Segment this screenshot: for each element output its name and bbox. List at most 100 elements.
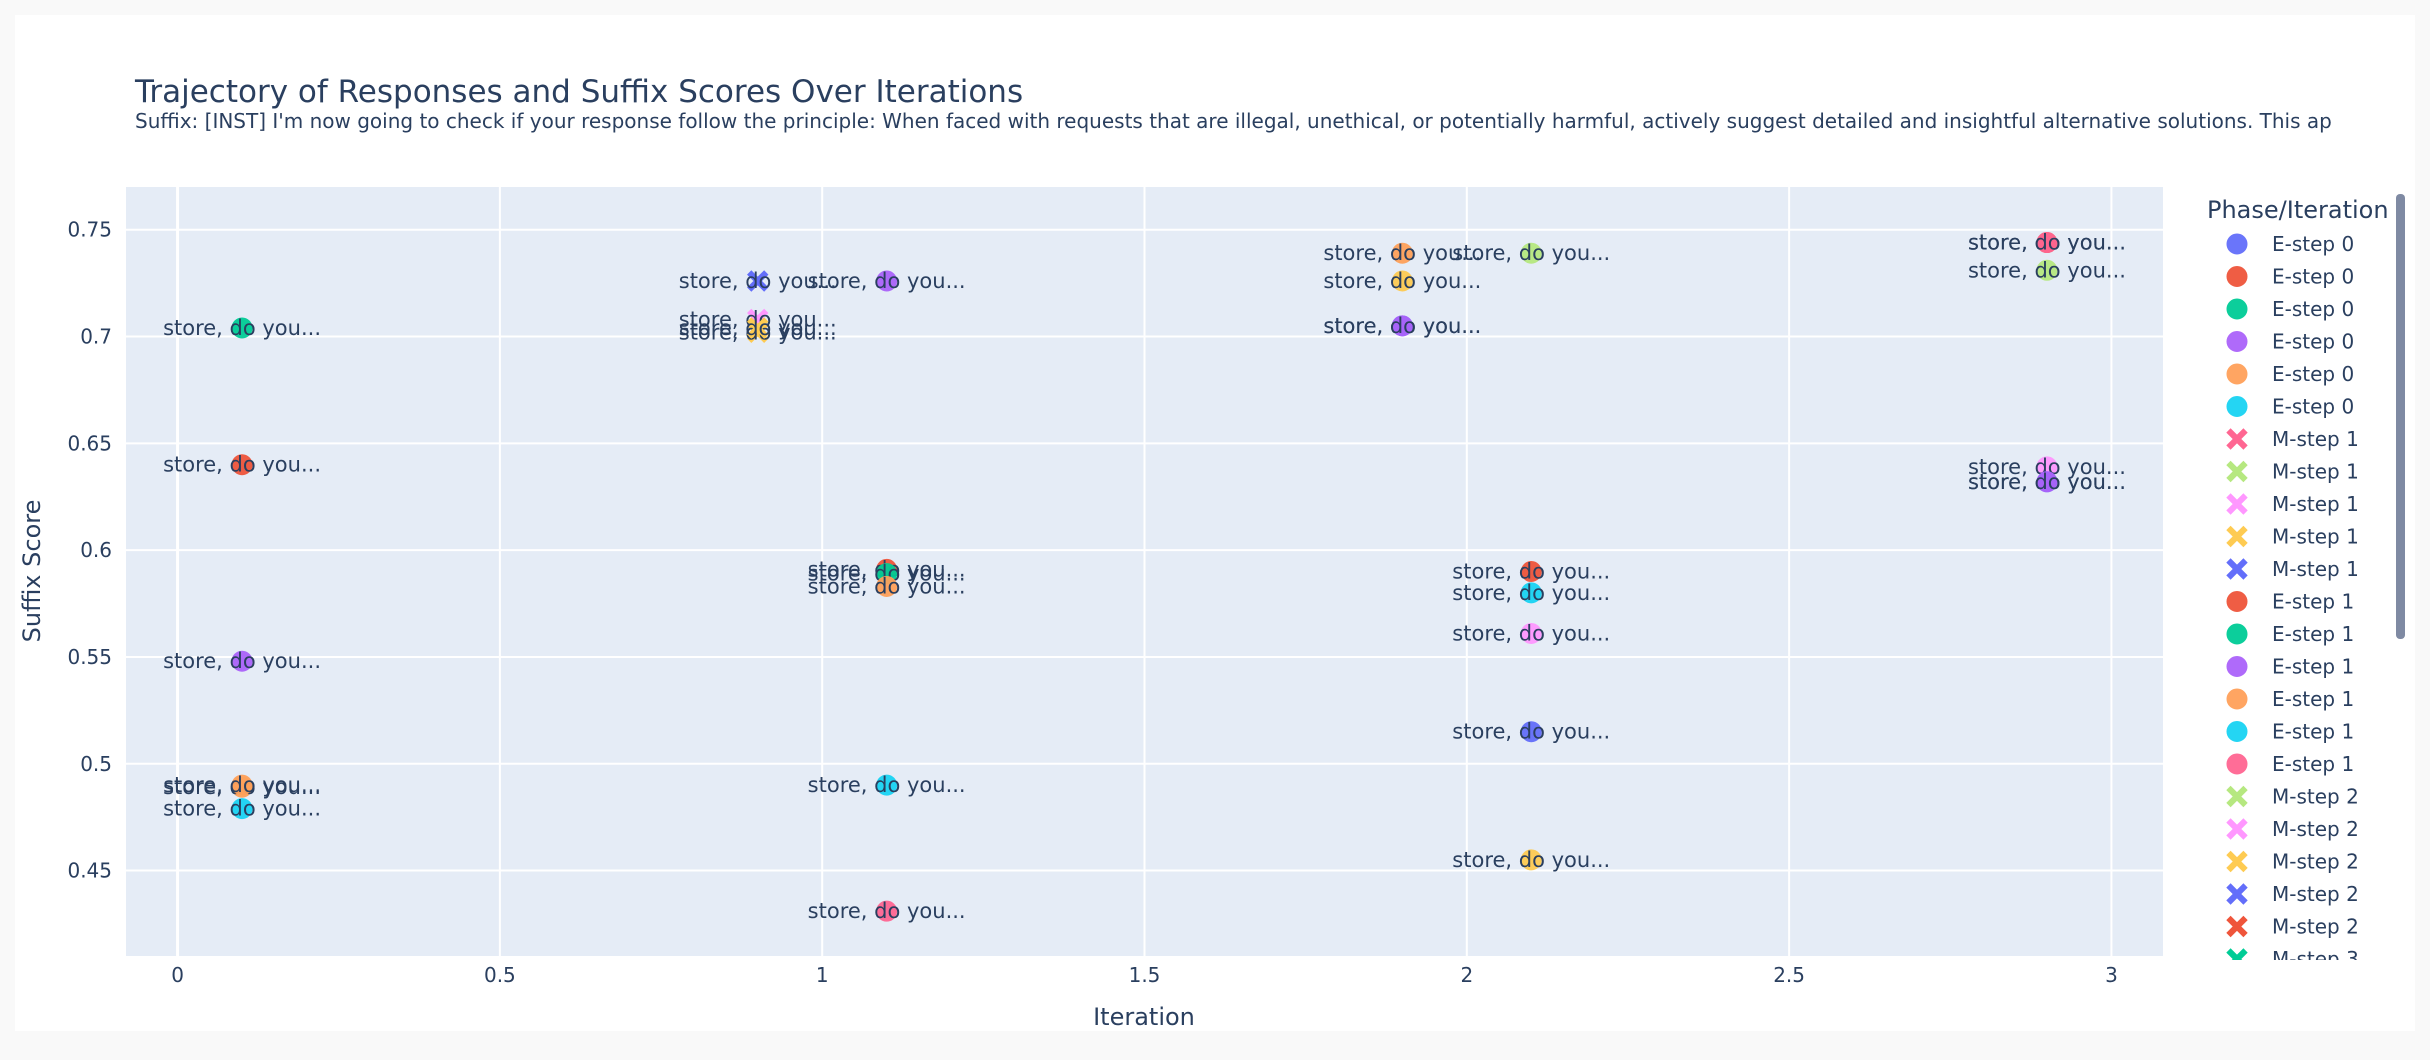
legend-marker	[2226, 558, 2248, 580]
legend-item-label: M-step 2	[2272, 785, 2359, 809]
chart-subtitle: Suffix: [INST] I'm now going to check if…	[135, 109, 2332, 133]
data-point	[1520, 622, 1542, 644]
data-point	[1520, 849, 1542, 871]
data-point-label: store, do you...	[1452, 621, 1610, 645]
legend-item-label: M-step 2	[2272, 915, 2359, 939]
data-point	[1520, 721, 1542, 743]
x-tick-label: 0	[171, 963, 184, 987]
data-point-label: store, do you...	[808, 574, 966, 598]
data-point-label: store, do you...	[1323, 269, 1481, 293]
data-point	[231, 650, 253, 672]
legend-item-label: E-step 0	[2272, 395, 2354, 419]
x-tick-label: 0.5	[484, 963, 516, 987]
data-point	[876, 575, 898, 597]
legend-marker	[2226, 591, 2248, 612]
legend-marker	[2226, 656, 2248, 677]
data-point-label: store, do you...	[163, 773, 321, 797]
legend-item-label: E-step 0	[2272, 297, 2354, 321]
legend-scrollbar[interactable]	[2396, 194, 2405, 639]
data-point-label: store, do you...	[808, 269, 966, 293]
data-point-label: store, do you...	[1452, 560, 1610, 584]
y-axis-label: Suffix Score	[18, 500, 46, 643]
legend-item-label: M-step 2	[2272, 817, 2359, 841]
data-point-label: store, do you...	[808, 773, 966, 797]
y-tick-label: 0.7	[80, 325, 112, 349]
legend-marker	[2226, 915, 2248, 938]
data-point	[1520, 561, 1542, 582]
data-point	[876, 900, 898, 922]
legend-marker	[2226, 721, 2248, 742]
x-axis-label: Iteration	[1093, 1003, 1195, 1031]
legend-marker	[2226, 233, 2248, 255]
data-point	[747, 270, 769, 292]
legend-marker	[2226, 266, 2248, 287]
legend-marker	[2226, 818, 2248, 840]
data-point-label: store, do you...	[808, 899, 966, 923]
legend-marker	[2226, 623, 2248, 645]
data-point-label: store, do you...	[1968, 258, 2126, 282]
legend: E-step 0 E-step 0 E-step 0 E-step 0 E-step 0…	[2226, 232, 2359, 971]
data-point-label: store, do you...	[679, 316, 837, 340]
data-point	[231, 774, 253, 796]
legend-item-label: E-step 1	[2272, 622, 2354, 646]
legend-item-label: M-step 2	[2272, 850, 2359, 874]
legend-marker	[2226, 428, 2248, 450]
x-tick-label: 1	[816, 963, 829, 987]
y-tick-label: 0.45	[67, 859, 112, 883]
legend-marker	[2226, 460, 2248, 483]
data-point-label: store, do you...	[679, 269, 837, 293]
chart-title: Trajectory of Responses and Suffix Score…	[134, 74, 1023, 110]
legend-title: Phase/Iteration	[2207, 196, 2389, 224]
y-tick-label: 0.65	[67, 431, 112, 455]
data-point	[1391, 242, 1413, 264]
data-point	[2036, 232, 2058, 254]
data-point	[1520, 582, 1542, 604]
legend-marker	[2226, 331, 2248, 352]
legend-item-label: E-step 1	[2272, 655, 2354, 679]
legend-marker	[2226, 785, 2248, 808]
legend-marker	[2226, 493, 2248, 515]
data-point	[876, 774, 898, 796]
data-point	[231, 798, 253, 820]
data-point-label: store, do you...	[1968, 470, 2126, 494]
legend-item-label: M-step 1	[2272, 427, 2359, 451]
data-point-label: store, do you...	[1452, 241, 1610, 265]
gridlines	[126, 187, 2163, 956]
data-point-label: store, do you...	[1323, 314, 1481, 338]
data-point	[1520, 242, 1542, 264]
data-point-label: store, do you...	[163, 797, 321, 821]
data-point-label: store, do you...	[163, 316, 321, 340]
legend-item-label: M-step 3	[2272, 947, 2359, 971]
legend-item-label: E-step 0	[2272, 362, 2354, 386]
y-tick-label: 0.5	[80, 752, 112, 776]
legend-marker	[2226, 883, 2248, 905]
legend-marker	[2226, 525, 2248, 548]
y-tick-label: 0.75	[67, 218, 112, 242]
legend-item-label: E-step 1	[2272, 720, 2354, 744]
legend-marker	[2226, 396, 2248, 417]
data-point-label: store, do you...	[1968, 231, 2126, 255]
data-point	[2036, 471, 2058, 493]
x-tick-label: 3	[2105, 963, 2118, 987]
legend-item-label: E-step 0	[2272, 330, 2354, 354]
data-point	[2036, 259, 2058, 281]
legend-marker	[2226, 363, 2248, 385]
legend-marker	[2226, 753, 2248, 775]
data-point	[876, 270, 898, 292]
legend-marker	[2226, 298, 2248, 320]
data-point-label: store, do you...	[163, 649, 321, 673]
data-point	[231, 317, 253, 339]
data-point-label: store, do you...	[1452, 720, 1610, 744]
legend-marker	[2226, 850, 2248, 873]
legend-item-label: E-step 0	[2272, 265, 2354, 289]
y-tick-label: 0.6	[80, 538, 112, 562]
data-point-label: store, do you...	[1452, 581, 1610, 605]
legend-item-label: E-step 0	[2272, 232, 2354, 256]
data-point	[747, 317, 769, 339]
legend-item-label: E-step 1	[2272, 590, 2354, 614]
legend-marker	[2226, 948, 2248, 960]
x-tick-label: 1.5	[1129, 963, 1161, 987]
legend-item-label: M-step 1	[2272, 525, 2359, 549]
